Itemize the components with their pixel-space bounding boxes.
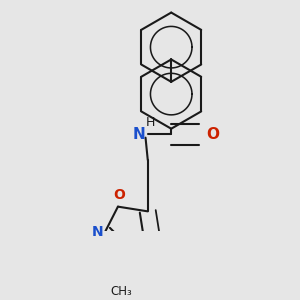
Text: N: N [133,127,146,142]
Text: H: H [146,116,155,129]
Text: CH₃: CH₃ [110,285,132,298]
Text: N: N [92,225,103,239]
Text: O: O [113,188,125,202]
Text: O: O [206,127,219,142]
